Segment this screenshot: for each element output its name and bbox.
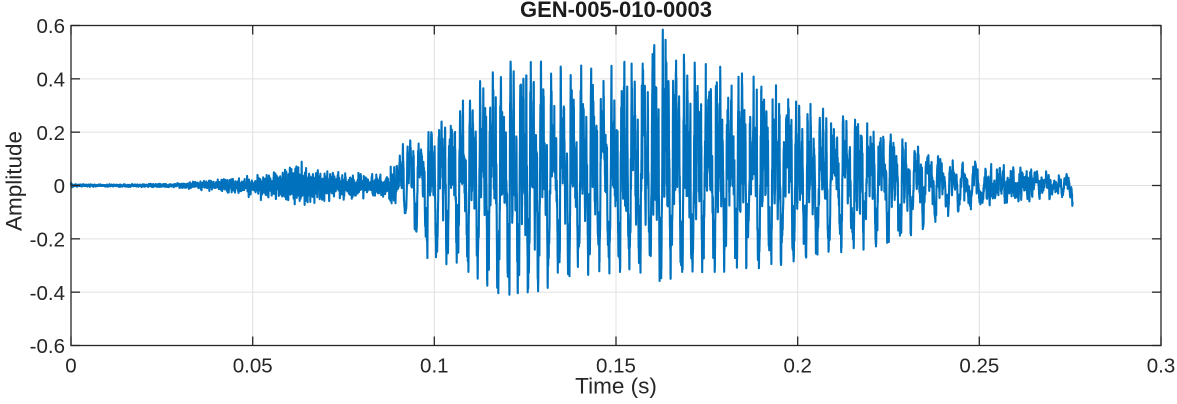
svg-text:GEN-005-010-0003: GEN-005-010-0003	[520, 0, 712, 22]
svg-text:-0.2: -0.2	[30, 228, 65, 251]
svg-text:0.6: 0.6	[37, 15, 66, 38]
svg-text:0: 0	[54, 175, 65, 198]
svg-text:-0.4: -0.4	[30, 282, 65, 305]
svg-text:0.1: 0.1	[420, 355, 449, 378]
svg-text:0: 0	[65, 355, 76, 378]
svg-text:0.2: 0.2	[783, 355, 812, 378]
svg-text:-0.6: -0.6	[30, 335, 65, 358]
svg-text:0.05: 0.05	[233, 355, 273, 378]
svg-text:0.4: 0.4	[37, 68, 66, 91]
svg-text:0.2: 0.2	[37, 122, 66, 145]
svg-text:0.25: 0.25	[959, 355, 999, 378]
svg-text:0.3: 0.3	[1147, 355, 1176, 378]
svg-text:Time (s): Time (s)	[575, 374, 657, 399]
svg-text:Amplitude: Amplitude	[2, 131, 27, 231]
svg-text:0.15: 0.15	[596, 355, 636, 378]
